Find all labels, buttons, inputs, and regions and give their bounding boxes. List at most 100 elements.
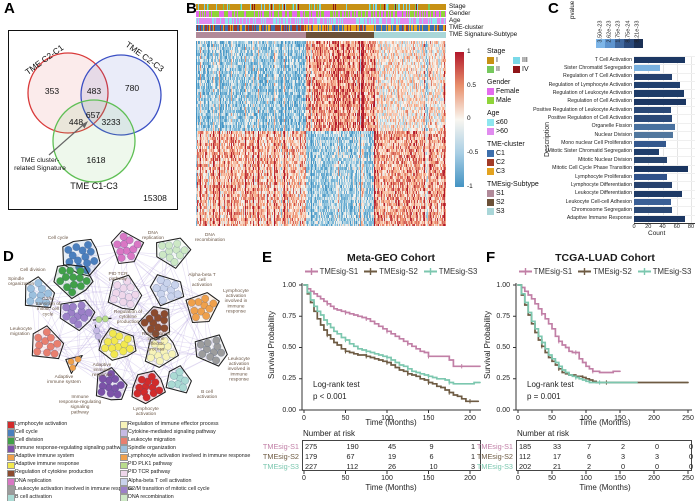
network-legend-label: G2/M transition of mitotic cell cycle: [128, 485, 210, 492]
bar-category-label: Organelle Fission: [591, 123, 632, 130]
network-node: [56, 277, 65, 286]
km-tcga-logrank-label: Log-rank test: [527, 380, 574, 389]
y-tick-label: 0.50: [282, 344, 296, 351]
network-edge: [78, 353, 115, 360]
legend-item-label: IV: [522, 66, 529, 73]
network-node: [46, 342, 55, 351]
km-legend-item: TMEsig-S3: [637, 267, 691, 276]
network-node: [62, 312, 71, 321]
cluster-label-line: activation: [136, 411, 157, 417]
risk-count: 112: [346, 462, 359, 471]
cluster-label-line: Spindle: [8, 276, 24, 282]
network-legend-label: PID PLK1 pathway: [128, 461, 173, 468]
survival-curve-TMEsig-S3: [303, 284, 481, 385]
network-node: [205, 304, 214, 313]
cluster-label: Regulation of cytokine production: [114, 309, 143, 325]
grid-line-horizontal: [634, 156, 695, 158]
network-legend-label: DNA recombination: [128, 493, 174, 500]
network-edge: [98, 319, 155, 345]
network-node: [46, 333, 55, 342]
risk-count: 202: [519, 462, 532, 471]
network-node: [76, 282, 85, 291]
legend-group-title: Age: [487, 110, 500, 117]
km-tcga-title: TCGA-LUAD Cohort: [555, 252, 655, 264]
risk-x-tick-label: 50: [548, 475, 556, 482]
network-legend-label: Cytokine-mediated signaling pathway: [128, 428, 216, 435]
network-edge: [77, 260, 159, 319]
heatmap-colorbar: [455, 52, 464, 187]
colorbar-tick: 1: [467, 48, 471, 55]
network-legend-swatch: [120, 469, 128, 478]
y-tick-label: 0.75: [496, 312, 510, 320]
network-node: [170, 258, 179, 267]
network-node: [123, 277, 132, 286]
km-legend-item: TMEsig-S2: [578, 267, 632, 276]
network-node: [191, 313, 200, 322]
cluster-label-line: production: [117, 319, 140, 325]
risk-count: 3: [655, 452, 660, 461]
risk-row-label: TMEsig-S1: [262, 442, 299, 451]
cluster-label-line: cytokine: [119, 314, 137, 320]
network-node: [123, 335, 132, 343]
bar: [634, 148, 659, 155]
risk-count: 0: [689, 442, 694, 451]
legend-swatch: [487, 190, 494, 197]
km-geo-risk-title: Number at risk: [303, 429, 356, 438]
bar: [634, 123, 675, 130]
km-legend-item: TMEsig-S1: [304, 267, 359, 276]
bar: [634, 132, 674, 139]
y-tick-label: 0.00: [282, 406, 296, 414]
network-legend-swatch: [7, 445, 15, 453]
network-node: [103, 337, 112, 346]
venn-set-label: TME C1-C3: [70, 181, 118, 191]
network-node: [171, 281, 179, 289]
cluster-label-line: activation: [197, 394, 218, 400]
grid-line-horizontal: [634, 147, 695, 149]
network-node: [58, 266, 67, 275]
legend-group-title: TMEsig-Subtype: [487, 181, 539, 188]
network-node: [77, 301, 86, 310]
risk-count: 3: [621, 452, 626, 461]
risk-count: 2: [621, 442, 626, 451]
network-edge: [135, 294, 160, 391]
cluster-label: DNA recombination: [195, 232, 225, 243]
legend-swatch: [487, 159, 494, 166]
cluster-label: Spindle organization: [8, 276, 34, 287]
cluster-label-line: Lymphocyte: [223, 288, 249, 294]
legend-item-label: II: [496, 66, 500, 73]
y-tick-label: 0.25: [282, 375, 296, 383]
legend-item-label: S2: [496, 199, 505, 206]
grid-line-horizontal: [634, 106, 695, 108]
risk-count: 45: [388, 442, 397, 451]
network-node: [33, 347, 42, 356]
risk-count: 1: [471, 442, 476, 451]
network-legend-swatch: [120, 421, 128, 429]
risk-count: 2: [587, 462, 592, 471]
legend-group-title: Stage: [487, 48, 506, 55]
venn-count: 15308: [143, 193, 167, 203]
bar-category-label: Lymphocyte Differentiation: [570, 181, 632, 188]
venn-count: 483: [87, 86, 101, 96]
risk-count: 17: [553, 452, 562, 461]
cluster-label-line: G2/M: [42, 296, 54, 302]
network-node: [147, 372, 156, 381]
x-tick-label: 200: [648, 414, 660, 422]
legend-group-title: Gender: [487, 79, 511, 86]
bar: [634, 207, 672, 214]
y-tick-label: 1.00: [496, 281, 510, 289]
network-node: [90, 257, 99, 265]
network-edge: [80, 286, 97, 331]
network-node: [173, 290, 182, 299]
risk-x-tick-label: 100: [381, 475, 393, 482]
km-legend-label: TMEsig-S1: [319, 267, 359, 276]
network-legend-label: Adaptive immune response: [15, 461, 80, 468]
grid-line-horizontal: [634, 131, 695, 133]
cluster-label: Adaptive immune system: [47, 374, 81, 385]
network-node: [108, 329, 117, 338]
venn-set-2: [80, 54, 162, 136]
y-tick-label: 0.25: [496, 375, 510, 383]
bar: [634, 140, 667, 147]
legend-swatch: [487, 97, 494, 104]
network-node: [175, 367, 184, 376]
